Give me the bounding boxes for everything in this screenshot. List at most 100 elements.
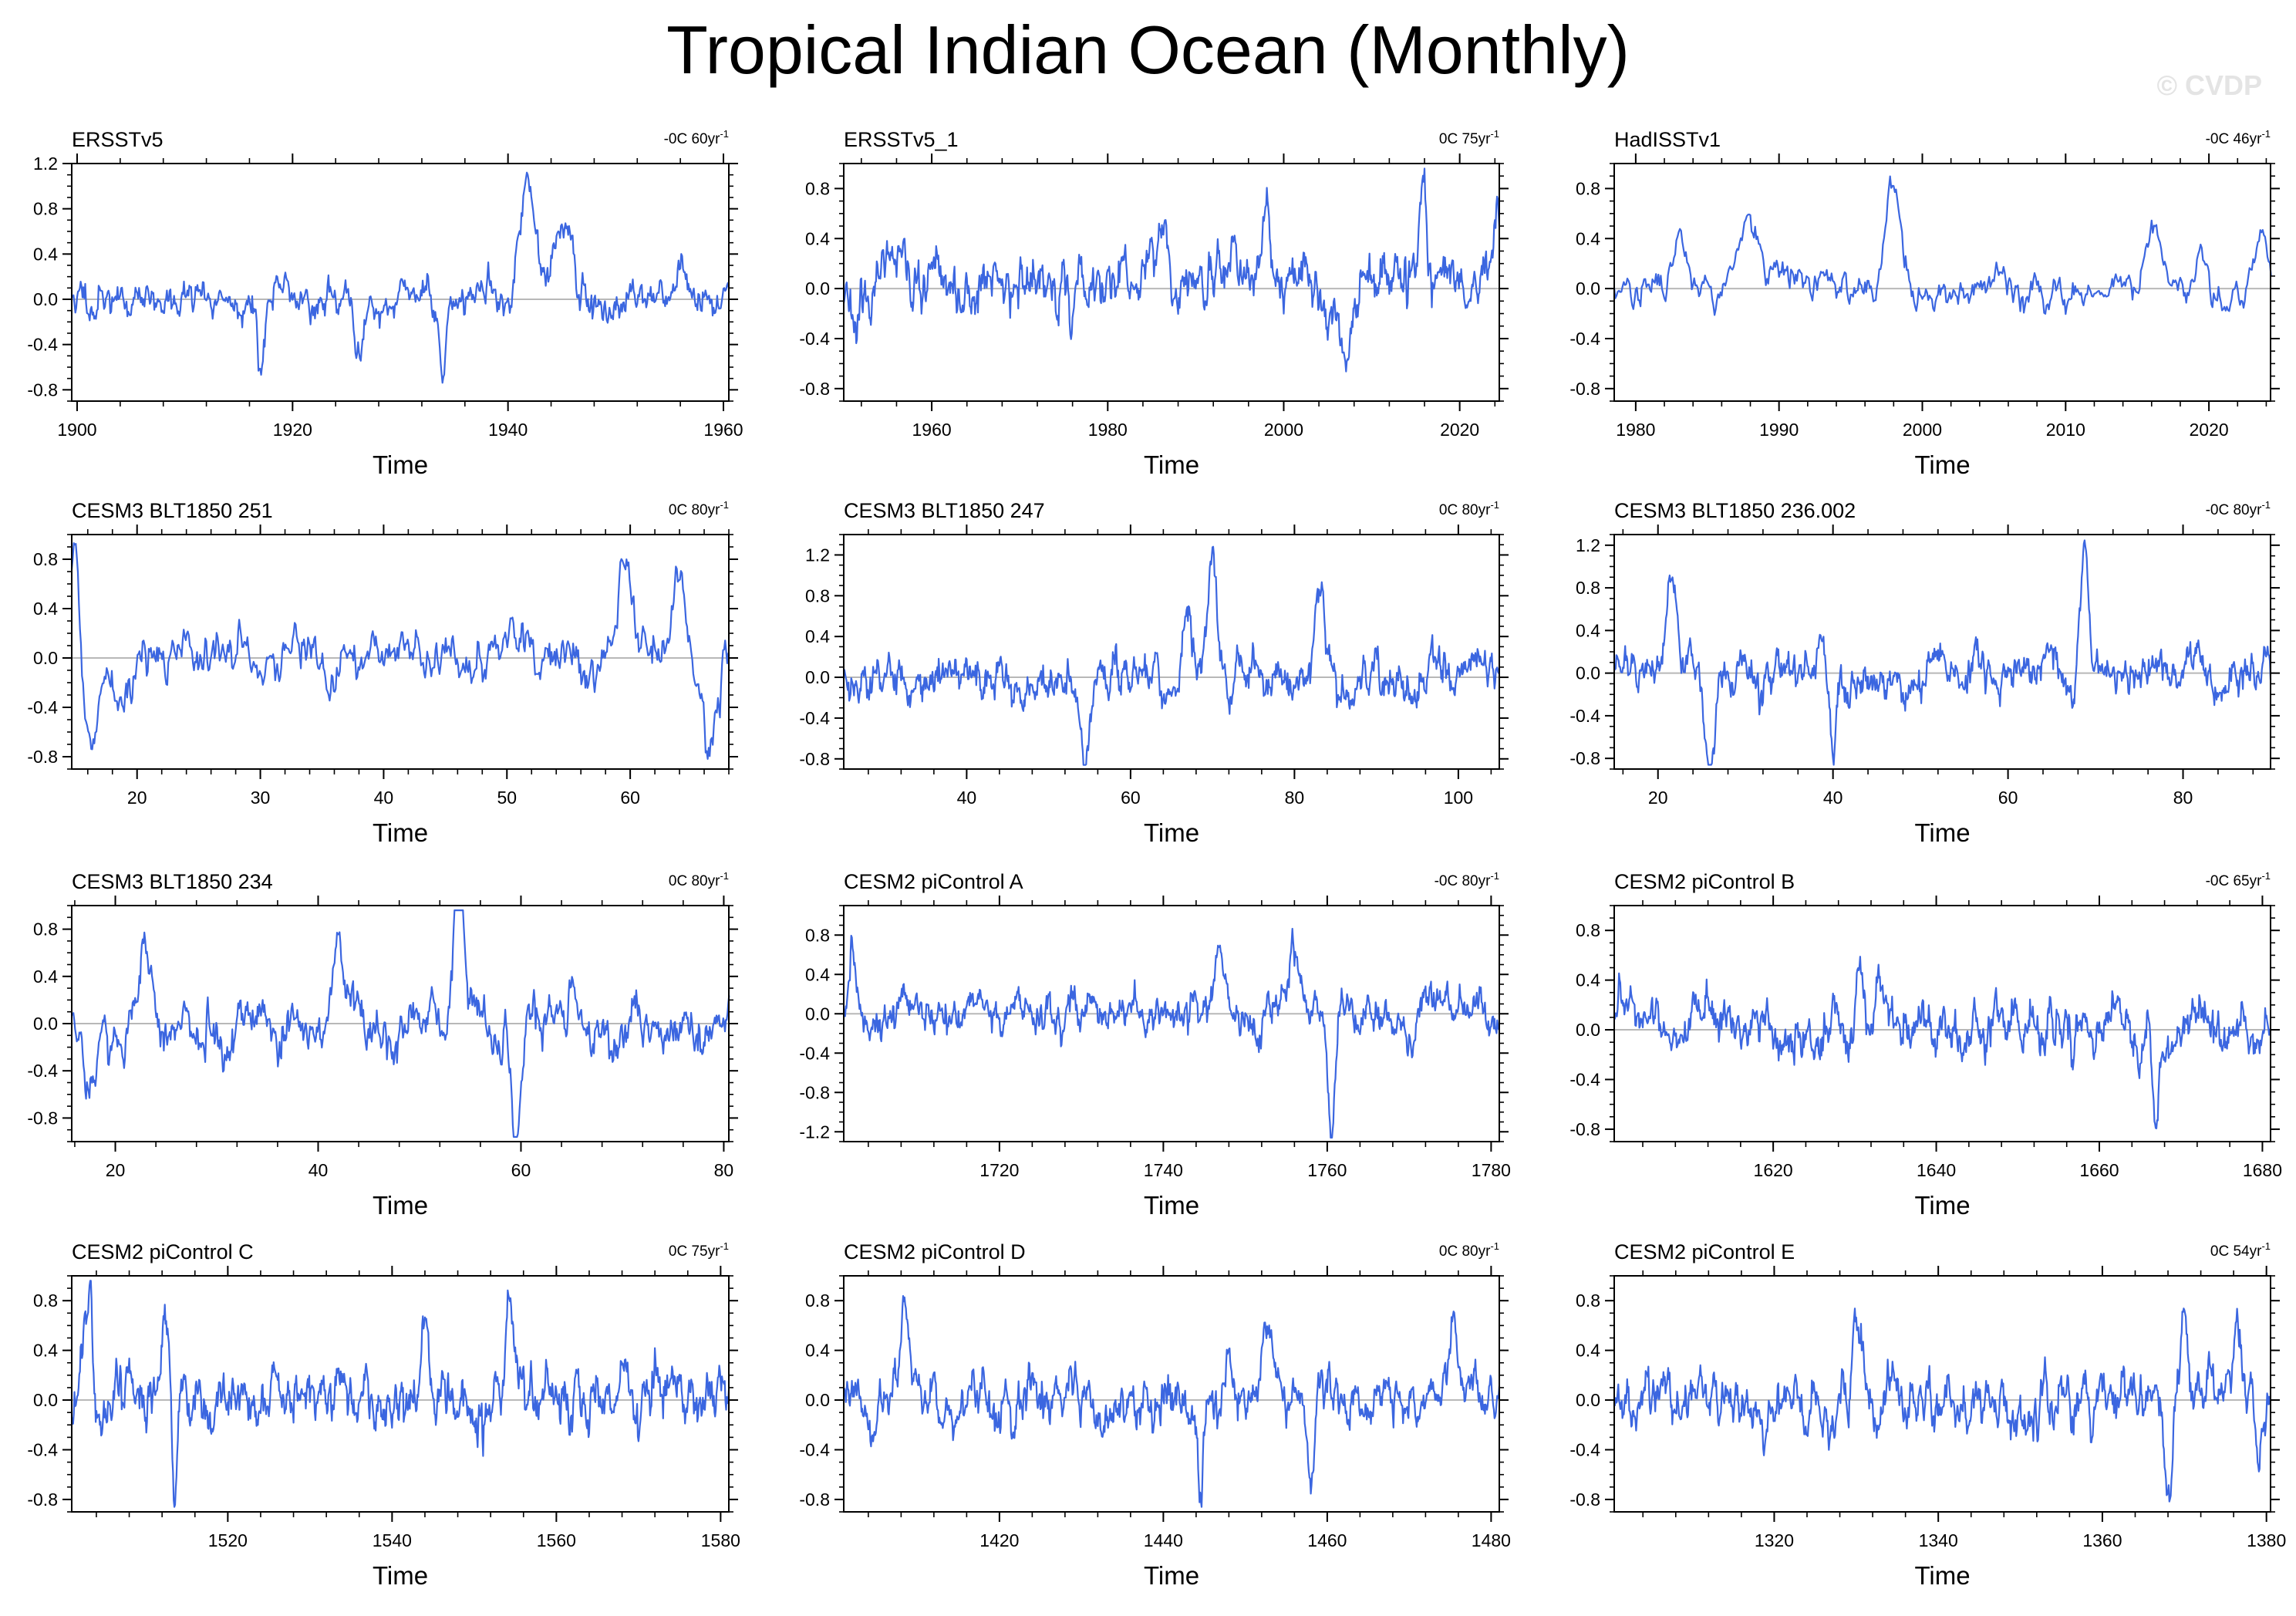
x-tick-label: 1920 — [273, 420, 312, 440]
x-tick-label: 2000 — [1903, 420, 1942, 440]
trend-value: -0C 46yr — [2206, 131, 2263, 147]
x-tick-label: 1980 — [1616, 420, 1655, 440]
y-tick-label: 0.4 — [805, 1341, 830, 1361]
plot-frame — [71, 1275, 730, 1513]
y-tick-label: -0.8 — [27, 1489, 58, 1510]
panel-title: CESM3 BLT1850 247 — [844, 499, 1045, 522]
y-tick-label: 0.4 — [33, 599, 58, 619]
timeseries-line — [842, 1295, 1501, 1508]
trend-annotation: -0C 80yr-1 — [2206, 499, 2271, 518]
y-tick-label: 1.2 — [1576, 535, 1600, 555]
y-tick-label: -0.4 — [1569, 1069, 1600, 1089]
y-tick-label: 0.4 — [1576, 970, 1600, 990]
x-tick-label: 80 — [2173, 788, 2193, 808]
y-tick-label: 0.8 — [805, 178, 830, 198]
y-tick-label: 0.0 — [805, 667, 830, 687]
y-tick-label: -0.8 — [1569, 1119, 1600, 1139]
y-tick-label: -0.4 — [1569, 706, 1600, 726]
y-tick-label: 0.0 — [1576, 663, 1600, 683]
x-tick-label: 1320 — [1755, 1530, 1794, 1550]
x-tick-label: 2020 — [1440, 420, 1479, 440]
trend-value: 0C 80yr — [669, 873, 720, 889]
panel-6: 1.2 0.8 0.4 0.0 -0.4 -0.8 20 40 60 80 Time CESM3 BL… — [1569, 499, 2280, 847]
trend-unit-superscript: -1 — [720, 1240, 729, 1252]
trend-annotation: -0C 60yr-1 — [664, 128, 729, 147]
trend-unit-superscript: -1 — [1490, 128, 1499, 140]
y-tick-label: -0.4 — [799, 1439, 830, 1459]
panel-3: 0.8 0.4 0.0 -0.4 -0.8 1980 1990 2000 2010 2020 Tim… — [1569, 128, 2280, 479]
trend-unit-superscript: -1 — [1490, 870, 1499, 882]
x-tick-label: 40 — [957, 788, 977, 808]
y-tick-label: 0.8 — [805, 1290, 830, 1311]
y-tick-label: -0.8 — [27, 1108, 58, 1128]
x-tick-label: 30 — [251, 788, 271, 808]
x-tick-label: 1440 — [1144, 1530, 1183, 1550]
trend-value: 0C 75yr — [1439, 131, 1491, 147]
trend-unit-superscript: -1 — [720, 128, 729, 140]
panel-1: 1.2 0.8 0.4 0.0 -0.4 -0.8 1900 1920 1940 1960 Time… — [27, 128, 743, 479]
y-tick-label: -0.4 — [799, 329, 830, 349]
trend-annotation: 0C 80yr-1 — [1439, 499, 1499, 518]
y-tick-label: 0.4 — [33, 967, 58, 987]
x-tick-label: 1460 — [1307, 1530, 1347, 1550]
x-tick-label: 1520 — [208, 1530, 248, 1550]
x-tick-label: 1760 — [1307, 1160, 1347, 1180]
x-axis-label: Time — [1914, 1191, 1970, 1220]
panel-title: CESM2 piControl C — [72, 1240, 254, 1263]
y-tick-label: 0.0 — [33, 1390, 58, 1410]
panel-8: 0.8 0.4 0.0 -0.4 -0.8 -1.2 1720 1740 1760 1780 Tim… — [799, 870, 1511, 1220]
plot-frame — [1613, 905, 2271, 1142]
trend-unit-superscript: -1 — [2261, 1240, 2271, 1252]
trend-annotation: 0C 75yr-1 — [1439, 128, 1499, 147]
x-tick-label: 1720 — [979, 1160, 1019, 1180]
x-tick-label: 1680 — [2243, 1160, 2282, 1180]
plot-frame — [843, 1275, 1500, 1513]
x-tick-label: 60 — [620, 788, 640, 808]
trend-annotation: 0C 80yr-1 — [1439, 1240, 1499, 1260]
x-tick-label: 2020 — [2190, 420, 2229, 440]
x-tick-label: 1780 — [1472, 1160, 1511, 1180]
trend-annotation: 0C 54yr-1 — [2210, 1240, 2271, 1260]
y-tick-label: 0.0 — [1576, 1020, 1600, 1040]
timeseries-line — [70, 1280, 730, 1508]
x-axis-label: Time — [1144, 818, 1199, 847]
x-tick-label: 1640 — [1917, 1160, 1956, 1180]
y-tick-label: 1.2 — [805, 545, 830, 565]
panel-2: 0.8 0.4 0.0 -0.4 -0.8 1960 1980 2000 2020 Time ERS… — [799, 128, 1509, 479]
x-tick-label: 100 — [1444, 788, 1473, 808]
x-tick-label: 1900 — [57, 420, 96, 440]
panel-title: CESM3 BLT1850 234 — [72, 870, 273, 893]
y-tick-label: -0.4 — [27, 697, 58, 717]
x-tick-label: 1940 — [488, 420, 528, 440]
cvdp-watermark: © CVDP — [2156, 69, 2262, 101]
y-tick-label: 0.4 — [1576, 620, 1600, 640]
x-tick-label: 1540 — [373, 1530, 412, 1550]
timeseries-line — [1613, 956, 2271, 1129]
y-tick-label: 0.0 — [805, 1390, 830, 1410]
x-tick-label: 1740 — [1144, 1160, 1183, 1180]
y-tick-label: -0.8 — [27, 747, 58, 767]
trend-value: 0C 80yr — [669, 502, 720, 518]
trend-value: 0C 54yr — [2210, 1243, 2262, 1260]
trend-unit-superscript: -1 — [2261, 128, 2271, 140]
y-tick-label: -0.8 — [799, 379, 830, 399]
x-axis-label: Time — [1144, 450, 1199, 479]
x-tick-label: 1580 — [701, 1530, 740, 1550]
x-tick-label: 60 — [1998, 788, 2018, 808]
y-tick-label: 0.4 — [805, 626, 830, 646]
y-tick-label: 0.8 — [33, 1290, 58, 1311]
x-axis-label: Time — [1914, 1561, 1970, 1590]
y-tick-label: 0.8 — [805, 585, 830, 606]
y-tick-label: -0.8 — [1569, 379, 1600, 399]
y-tick-label: 0.8 — [1576, 920, 1600, 940]
y-tick-label: 0.0 — [1576, 278, 1600, 299]
y-tick-label: -0.8 — [27, 380, 58, 400]
x-tick-label: 80 — [1285, 788, 1305, 808]
timeseries-line — [1613, 175, 2272, 316]
y-tick-label: 0.8 — [1576, 178, 1600, 198]
x-axis-label: Time — [1144, 1561, 1199, 1590]
panel-title: CESM2 piControl D — [844, 1240, 1026, 1263]
trend-annotation: 0C 75yr-1 — [669, 1240, 729, 1260]
x-tick-label: 40 — [1823, 788, 1843, 808]
trend-value: -0C 80yr — [2206, 502, 2263, 518]
